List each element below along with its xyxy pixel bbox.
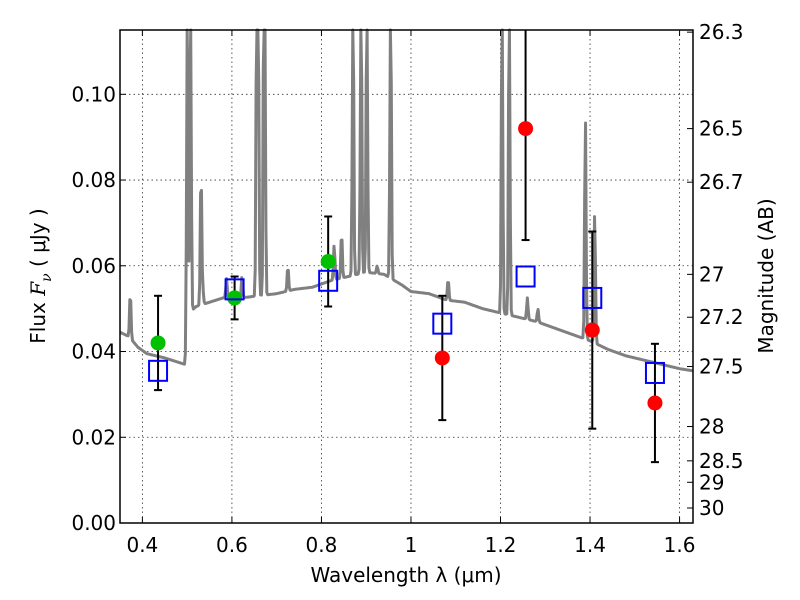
grid <box>120 30 693 523</box>
x-axis-label: Wavelength λ (μm) <box>310 563 501 587</box>
right-tick-label: 28 <box>699 415 724 439</box>
x-tick-label: 1.4 <box>574 533 606 557</box>
model-box-marker <box>148 359 169 382</box>
right-tick-label: 30 <box>699 496 724 520</box>
green-data-point <box>227 290 243 306</box>
right-tick-label: 29 <box>699 470 724 494</box>
x-tick-label: 1.6 <box>664 533 696 557</box>
model-box-marker <box>582 286 603 309</box>
plot-area <box>120 30 693 523</box>
data-points <box>148 30 665 464</box>
x-tick-label: 0.4 <box>126 533 158 557</box>
model-box-marker <box>318 269 339 292</box>
red-data-point <box>584 322 600 338</box>
y-tick-label: 0.04 <box>71 340 116 364</box>
right-tick-label: 28.5 <box>699 449 744 473</box>
y-tick-label: 0.02 <box>71 425 116 449</box>
y-tick-label: 0.00 <box>71 511 116 535</box>
model-box-marker <box>644 361 665 384</box>
right-tick-label: 26.5 <box>699 117 744 141</box>
green-data-point <box>320 253 336 269</box>
right-tick-label: 26.3 <box>699 20 744 44</box>
sed-model-line <box>119 28 694 373</box>
y-tick-label: 0.08 <box>71 168 116 192</box>
right-tick-label: 27.5 <box>699 355 744 379</box>
y-axis-label-symbol: F <box>26 281 50 297</box>
red-data-point <box>518 121 534 137</box>
y-axis-label-subscript: ν <box>39 273 55 282</box>
red-data-point <box>434 350 450 366</box>
y-axis-label-prefix: Flux <box>26 296 50 344</box>
model-box-marker <box>515 265 536 288</box>
red-data-point <box>647 395 663 411</box>
green-data-point <box>150 335 166 351</box>
model-box-marker <box>224 278 245 301</box>
right-axis-label: Magnitude (AB) <box>754 198 778 353</box>
y-tick-label: 0.10 <box>71 82 116 106</box>
sed-model-layer <box>119 28 694 373</box>
ticks: 0.4 0.6 0.8 1 1.2 1.4 1.6 0.00 0.02 0.04 0.06 0.08 0… <box>71 20 743 557</box>
plot-frame <box>119 29 694 524</box>
y-axis-label-units: ( μJy ) <box>26 208 50 273</box>
y-tick-label: 0.06 <box>71 254 116 278</box>
x-tick-label: 0.6 <box>216 533 248 557</box>
right-tick-label: 27 <box>699 262 724 286</box>
y-axis-label: Flux Fν ( μJy ) <box>26 208 55 343</box>
right-tick-label: 26.7 <box>699 170 744 194</box>
right-tick-label: 27.2 <box>699 305 744 329</box>
x-tick-label: 1.2 <box>485 533 517 557</box>
model-box-marker <box>432 312 453 335</box>
x-tick-label: 0.8 <box>306 533 338 557</box>
x-tick-label: 1 <box>405 533 418 557</box>
